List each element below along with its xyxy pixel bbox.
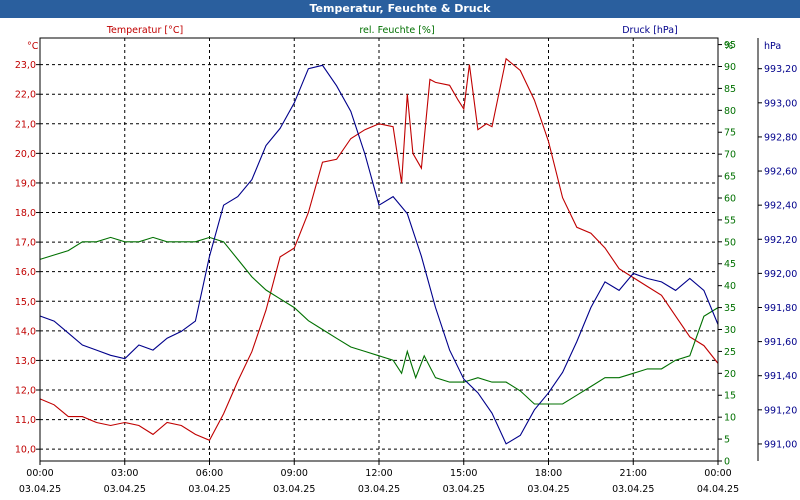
tick-label: 993,00 — [764, 98, 797, 109]
y-axis-right-pressure: 991,00 991,20 991,40 991,60 991,80 992,00 992,… — [758, 41, 797, 450]
tick-label: 85 — [724, 84, 736, 95]
tick-label: 65 — [724, 172, 736, 183]
tick-label-time: 21:00 — [620, 468, 647, 479]
series-lines — [39, 57, 719, 445]
tick-label: 5 — [724, 435, 730, 446]
tick-label: 90 — [724, 62, 736, 73]
tick-label-date: 03.04.25 — [358, 484, 400, 495]
tick-label: 992,60 — [764, 167, 797, 178]
tick-label-date: 03.04.25 — [527, 484, 569, 495]
y-axis-right-humidity: 0 5 10 15 20 25 30 35 40 45 50 55 60 65 70 75 80 85 90 95% — [718, 40, 736, 468]
tick-label: 992,40 — [764, 201, 797, 212]
tick-label: 15 — [724, 391, 736, 402]
tick-label: 13,0 — [15, 356, 36, 367]
window-title: Temperatur, Feuchte & Druck — [0, 0, 800, 18]
tick-label: 991,80 — [764, 303, 797, 314]
series-line — [39, 236, 719, 405]
tick-label: 17,0 — [15, 238, 36, 249]
y-axis-left: 10,0 11,0 12,0 13,0 14,0 15,0 16,0 17,0 18,0 19,0… — [15, 41, 40, 456]
tick-label: 991,00 — [764, 439, 797, 450]
tick-label: 991,40 — [764, 371, 797, 382]
tick-label-date: 04.04.25 — [697, 484, 739, 495]
tick-label: 55 — [724, 215, 736, 226]
tick-label: 15,0 — [15, 297, 36, 308]
tick-label: 70 — [724, 150, 736, 161]
legend-label: Druck [hPa] — [622, 25, 678, 36]
tick-label: 30 — [724, 325, 736, 336]
tick-label-time: 12:00 — [365, 468, 392, 479]
legend-label: rel. Feuchte [%] — [359, 25, 434, 36]
tick-label: 19,0 — [15, 178, 36, 189]
tick-label: 992,80 — [764, 132, 797, 143]
tick-label: 22,0 — [15, 90, 36, 101]
tick-label-date: 03.04.25 — [19, 484, 61, 495]
tick-label: 20,0 — [15, 149, 36, 160]
tick-label-time: 00:00 — [704, 468, 731, 479]
tick-label: 80 — [724, 106, 736, 117]
tick-label-time: 09:00 — [281, 468, 308, 479]
tick-label-time: 18:00 — [535, 468, 562, 479]
tick-label: 12,0 — [15, 386, 36, 397]
axis-unit-pressure: hPa — [764, 41, 781, 52]
tick-label: 60 — [724, 193, 736, 204]
tick-label: 95 — [724, 40, 736, 51]
tick-label: 20 — [724, 369, 736, 380]
tick-label: 50 — [724, 237, 736, 248]
tick-label: 991,20 — [764, 405, 797, 416]
tick-label-date: 03.04.25 — [443, 484, 485, 495]
tick-label: 18,0 — [15, 208, 36, 219]
axis-unit-humidity: % — [724, 41, 733, 52]
legend-label: Temperatur [°C] — [106, 25, 183, 36]
tick-label: 10 — [724, 413, 736, 424]
tick-label: 991,60 — [764, 337, 797, 348]
tick-label-date: 03.04.25 — [273, 484, 315, 495]
tick-label-date: 03.04.25 — [612, 484, 654, 495]
series-line — [39, 57, 719, 442]
tick-label-date: 03.04.25 — [188, 484, 230, 495]
tick-label: 11,0 — [15, 415, 36, 426]
legend: Temperatur [°C] rel. Feuchte [%] Druck [hP… — [106, 25, 678, 36]
tick-label: 40 — [724, 281, 736, 292]
x-axis: 00:00 03.04.25 03:00 03.04.25 06:00 03.04.25 0… — [19, 461, 739, 495]
tick-label-time: 03:00 — [111, 468, 138, 479]
series-line — [39, 64, 719, 445]
tick-label-time: 15:00 — [450, 468, 477, 479]
tick-label: 35 — [724, 303, 736, 314]
tick-label-time: 00:00 — [26, 468, 53, 479]
tick-label: 992,00 — [764, 269, 797, 280]
tick-label: 993,20 — [764, 64, 797, 75]
tick-label: 45 — [724, 259, 736, 270]
tick-label: 0 — [724, 457, 730, 468]
tick-label-time: 06:00 — [196, 468, 223, 479]
tick-label: 21,0 — [15, 119, 36, 130]
tick-label-date: 03.04.25 — [104, 484, 146, 495]
tick-label: 75 — [724, 128, 736, 139]
tick-label: 23,0 — [15, 60, 36, 71]
tick-label: 14,0 — [15, 326, 36, 337]
axis-unit-left: °C — [27, 41, 39, 52]
tick-label: 10,0 — [15, 445, 36, 456]
tick-label: 992,20 — [764, 235, 797, 246]
grid — [40, 38, 718, 461]
tick-label: 25 — [724, 347, 736, 358]
tick-label: 16,0 — [15, 267, 36, 278]
plot-frame — [39, 37, 759, 462]
